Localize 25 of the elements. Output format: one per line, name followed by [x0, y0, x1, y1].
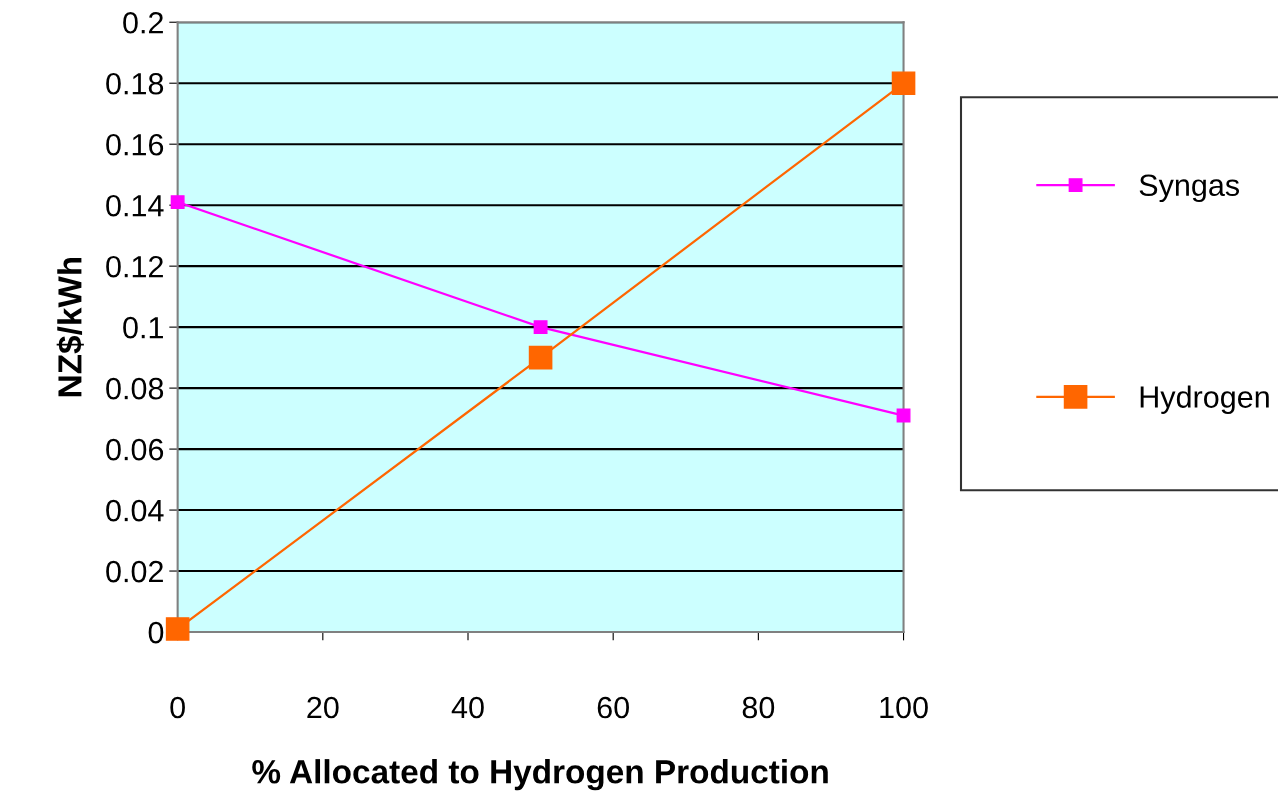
- point: [165, 617, 190, 641]
- y-tick-label: 0: [148, 621, 164, 644]
- y-tick-label: 0.2: [123, 11, 163, 34]
- y-tick-label: 0.06: [106, 438, 164, 461]
- y-tick-label: 0.1: [123, 316, 163, 339]
- x-tick-label: 100: [880, 696, 928, 719]
- y-tick-label: 0.18: [106, 72, 164, 95]
- point: [533, 320, 548, 335]
- y-tick-label: 0.02: [106, 560, 163, 583]
- point: [528, 345, 553, 370]
- y-tick-label: 0.14: [106, 194, 164, 217]
- y-tick-label: 0.16: [106, 133, 164, 156]
- x-tick-label: 40: [451, 696, 484, 719]
- x-tick-label: 60: [597, 696, 629, 719]
- x-tick-label: 20: [307, 696, 339, 719]
- y-tick-label: 0.12: [106, 255, 163, 278]
- y-tick-label: 0.04: [106, 499, 164, 522]
- x-tick-label: 80: [742, 696, 775, 719]
- point: [891, 71, 916, 96]
- x-tick-label: 0: [170, 696, 185, 719]
- legend-label: Syngas: [1139, 174, 1240, 203]
- legend-label: Hydrogen: [1140, 385, 1269, 414]
- x-axis-title: % Allocated to Hydrogen Production: [252, 759, 828, 791]
- y-tick-label: 0.08: [106, 377, 164, 400]
- y-axis-title: NZ$/kWh: [56, 257, 84, 397]
